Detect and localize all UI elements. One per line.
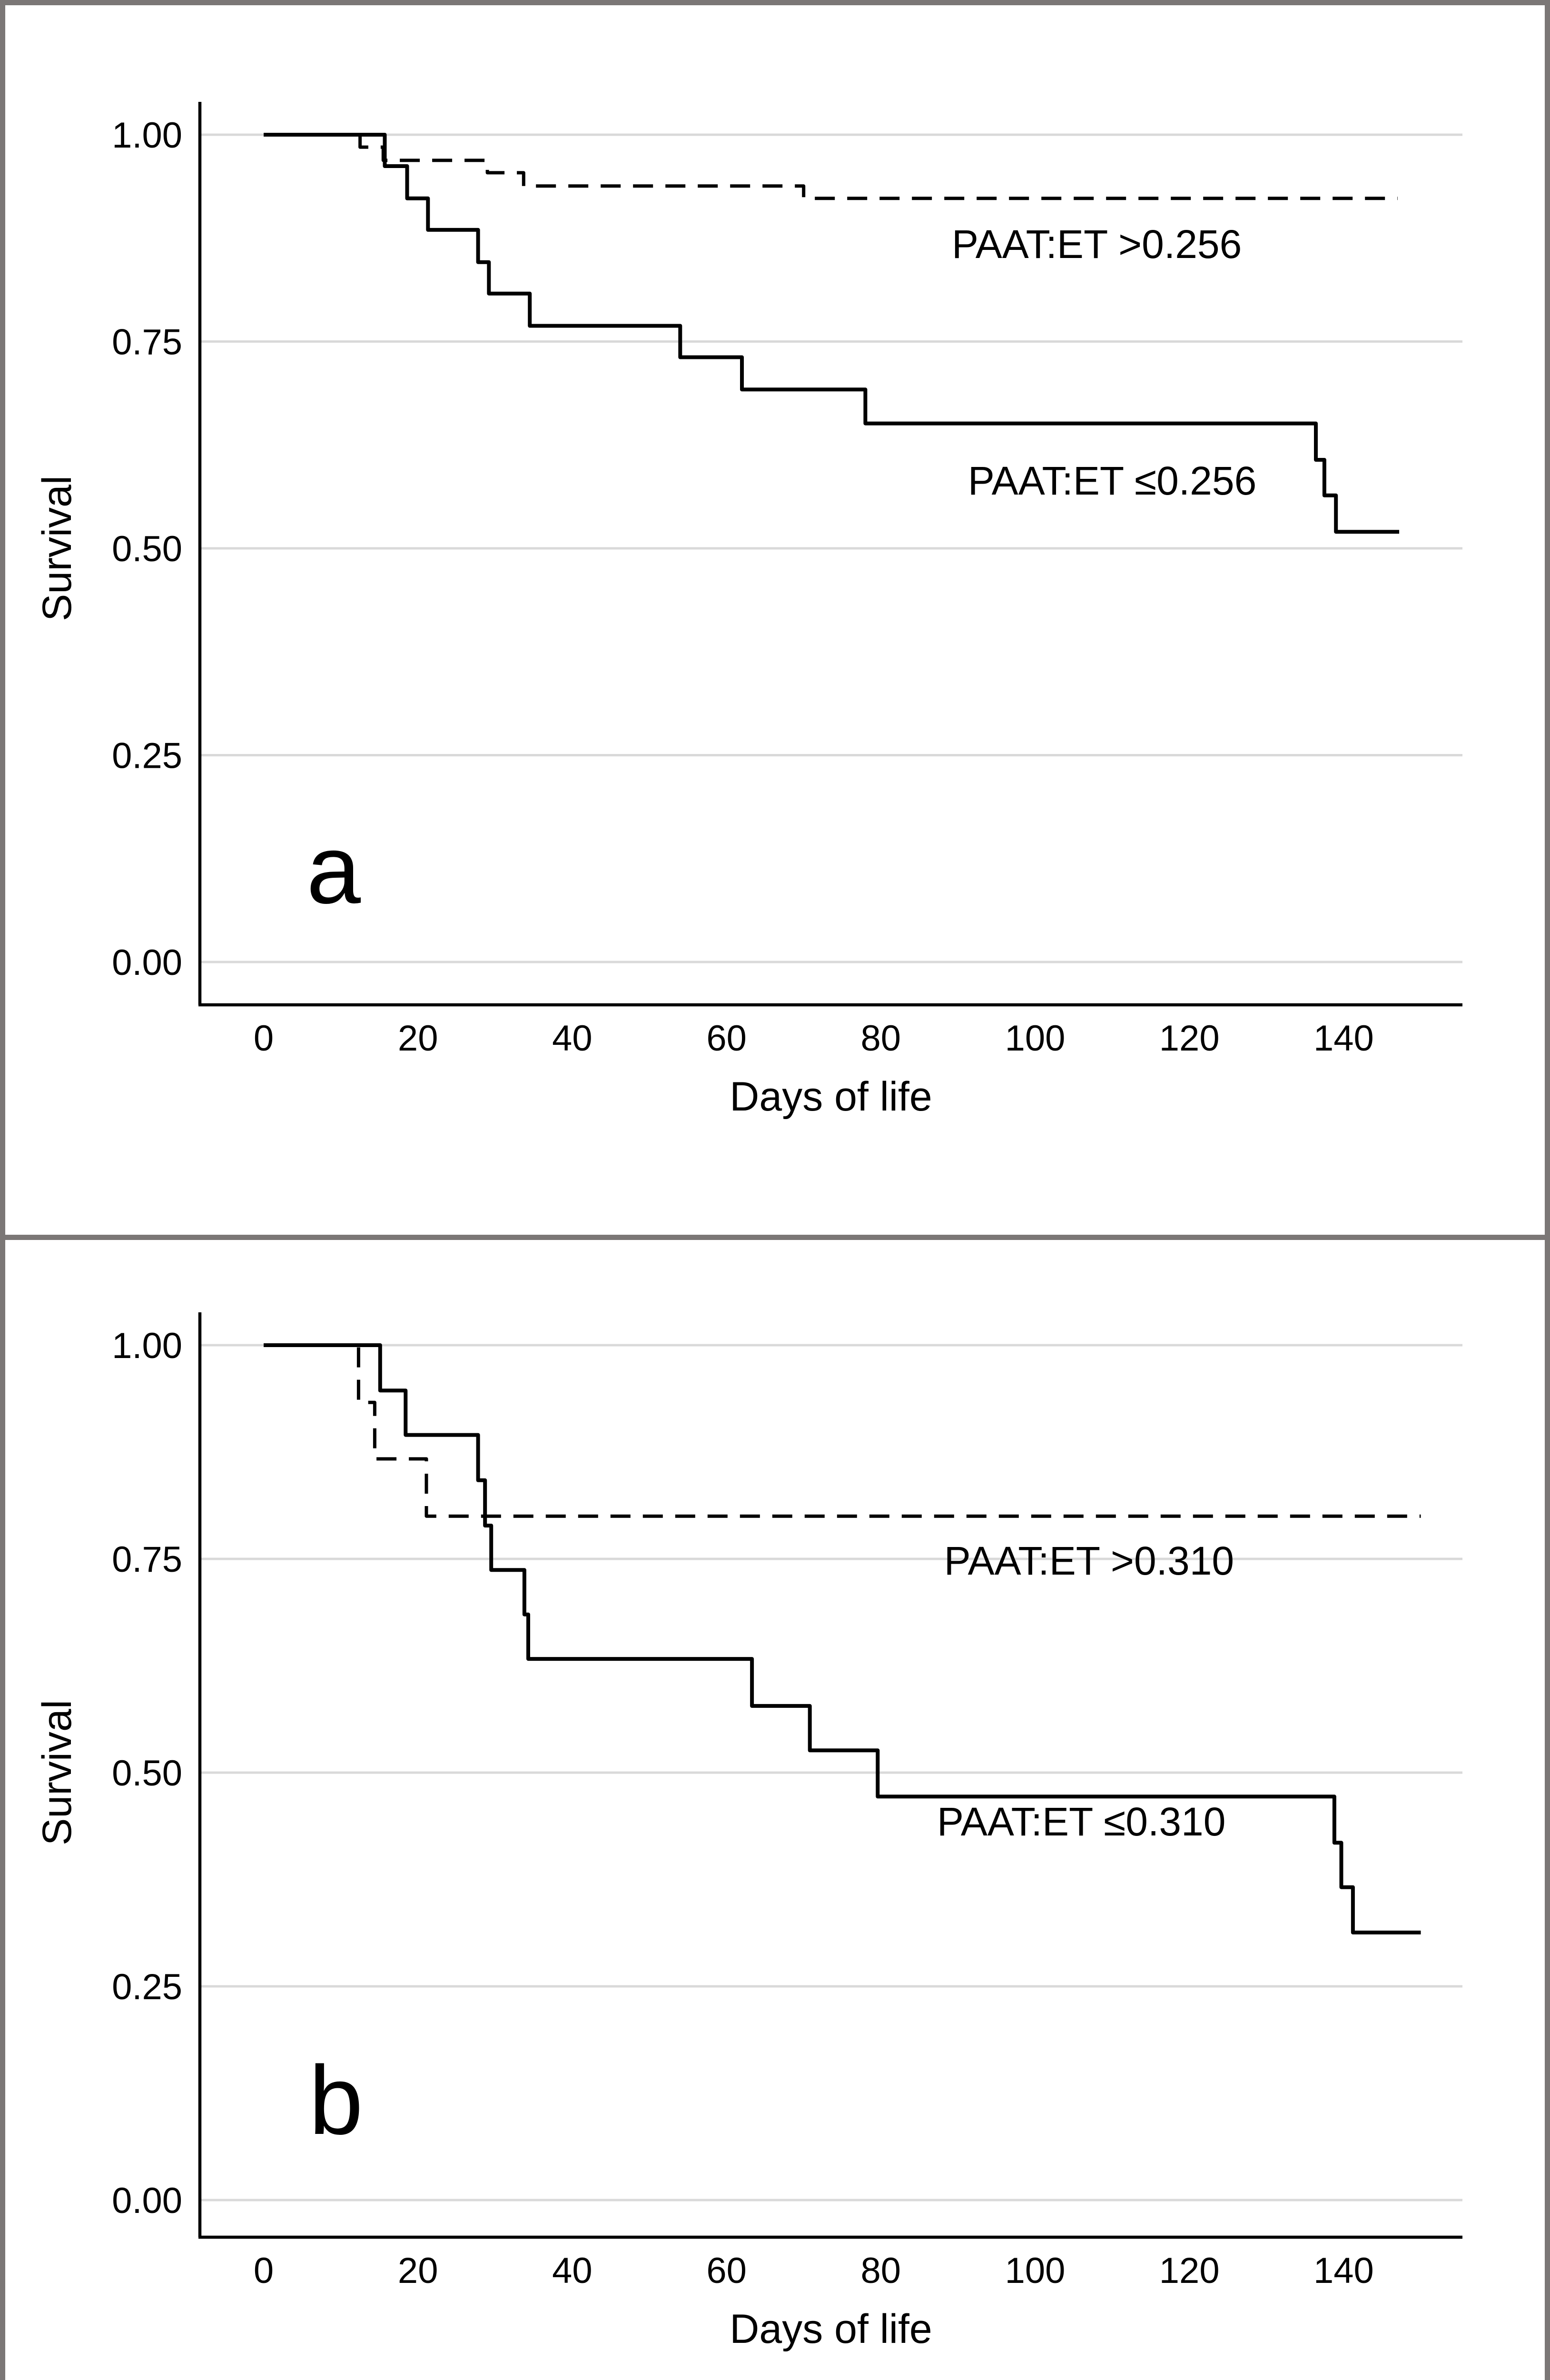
km-curve-above-threshold xyxy=(264,1343,1421,1518)
y-tick-label: 1.00 xyxy=(112,115,182,156)
y-tick-label: 0.50 xyxy=(112,1753,182,1794)
x-axis-title: Days of life xyxy=(730,2306,932,2352)
x-tick-label: 0 xyxy=(254,1018,274,1059)
x-tick-label: 40 xyxy=(552,2251,592,2291)
y-tick-label: 0.25 xyxy=(112,736,182,776)
x-tick-label: 20 xyxy=(398,1018,438,1059)
x-tick-label: 140 xyxy=(1313,1018,1374,1059)
y-tick-label: 0.75 xyxy=(112,1539,182,1580)
y-tick-label: 0.25 xyxy=(112,1967,182,2007)
curve-label: PAAT:ET ≤0.256 xyxy=(968,458,1256,503)
panel-a-survival-plot: 1.00 0.75 0.50 0.25 0.00 0 20 40 60 80 100 120 140 Da… xyxy=(34,102,1462,1120)
panel-letter-a: a xyxy=(306,815,361,924)
y-tick-label: 0.50 xyxy=(112,529,182,569)
x-tick-label: 20 xyxy=(398,2251,438,2291)
x-tick-label: 100 xyxy=(1005,2251,1066,2291)
x-tick-label: 120 xyxy=(1159,2251,1220,2291)
x-tick-label: 0 xyxy=(254,2251,274,2291)
curve-label: PAAT:ET >0.310 xyxy=(944,1538,1234,1583)
curve-label: PAAT:ET ≤0.310 xyxy=(937,1799,1225,1844)
km-curve-below-threshold xyxy=(264,133,1400,534)
x-tick-label: 60 xyxy=(706,2251,747,2291)
panel-b-survival-plot: 1.00 0.75 0.50 0.25 0.00 0 20 40 60 80 100 120 140 Da… xyxy=(34,1312,1462,2352)
y-axis-title: Survival xyxy=(34,1700,80,1845)
x-axis-title: Days of life xyxy=(730,1074,932,1120)
x-tick-label: 100 xyxy=(1005,1018,1066,1059)
x-tick-label: 80 xyxy=(861,2251,901,2291)
km-curve-below-threshold xyxy=(264,1343,1421,1934)
y-tick-label: 0.00 xyxy=(112,942,182,983)
x-tick-label: 120 xyxy=(1159,1018,1220,1059)
x-tick-label: 80 xyxy=(861,1018,901,1059)
y-tick-label: 0.75 xyxy=(112,322,182,363)
panel-divider-line xyxy=(5,1235,1550,1240)
y-axis-title: Survival xyxy=(34,476,80,621)
y-tick-label: 1.00 xyxy=(112,1326,182,1366)
curve-label: PAAT:ET >0.256 xyxy=(952,222,1242,267)
x-tick-label: 140 xyxy=(1313,2251,1374,2291)
panel-letter-b: b xyxy=(309,2046,363,2155)
x-tick-label: 40 xyxy=(552,1018,592,1059)
km-curve-above-threshold xyxy=(264,133,1398,200)
y-tick-label: 0.00 xyxy=(112,2181,182,2221)
survival-plots-canvas: 1.00 0.75 0.50 0.25 0.00 0 20 40 60 80 100 120 140 Da… xyxy=(5,102,1550,2352)
x-tick-label: 60 xyxy=(706,1018,747,1059)
